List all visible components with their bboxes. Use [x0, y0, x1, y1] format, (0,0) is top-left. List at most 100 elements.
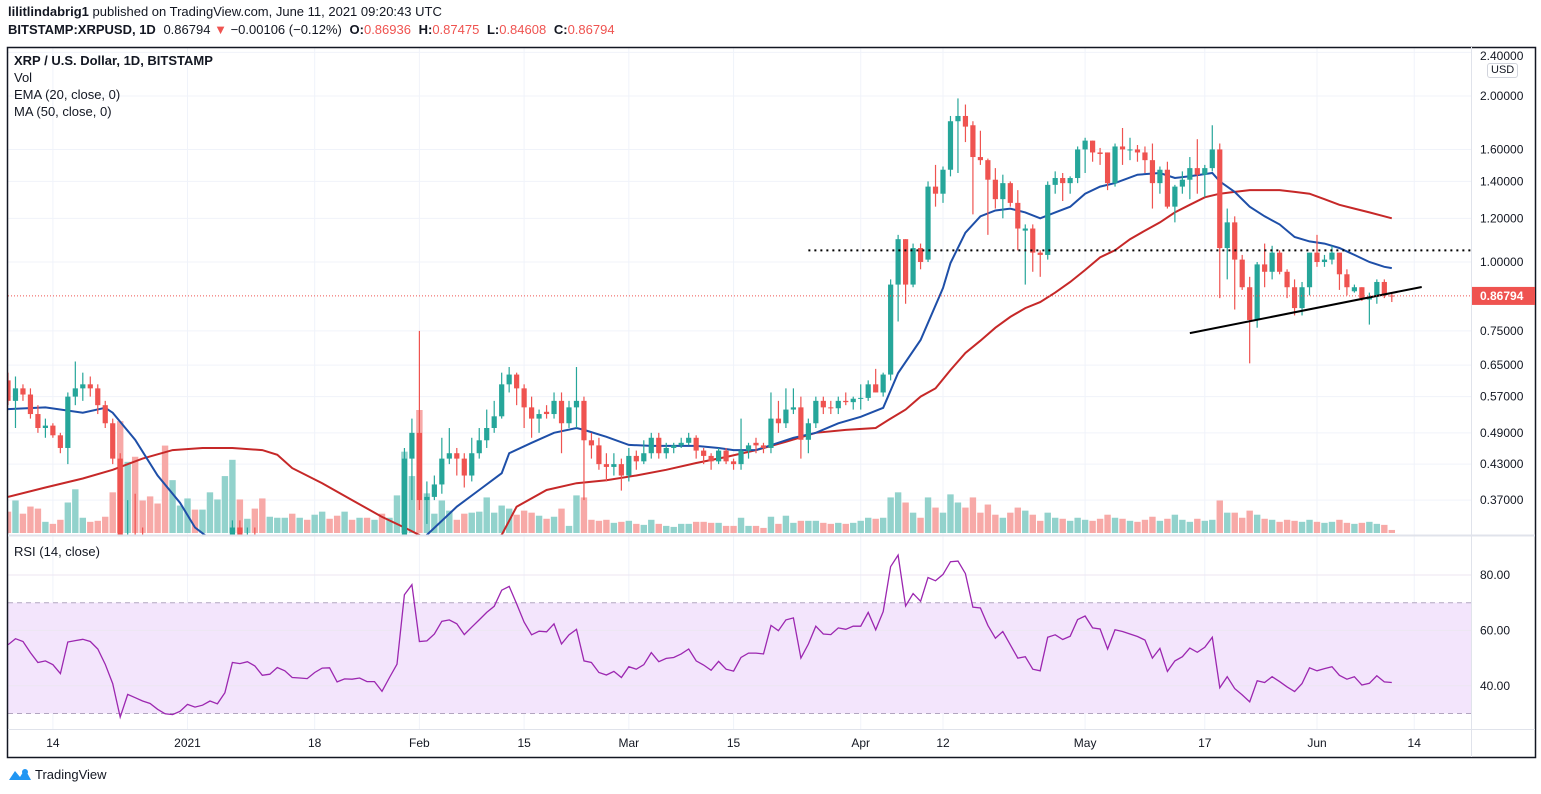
high-label: H: — [418, 22, 433, 37]
volume-bar — [124, 461, 131, 533]
candle — [1104, 152, 1111, 191]
candle-body — [1194, 168, 1200, 175]
candle-body — [529, 407, 535, 419]
volume-bar — [558, 508, 565, 533]
candle-body — [27, 394, 34, 415]
rsi-band-fill — [8, 602, 1471, 714]
candle — [663, 442, 669, 459]
volume-bar — [969, 497, 977, 533]
volume-bar — [565, 525, 573, 533]
candle — [416, 330, 422, 511]
volume-bar — [850, 522, 857, 533]
candle — [1306, 252, 1313, 296]
volume-bar — [1283, 519, 1291, 533]
legend-vol[interactable]: Vol — [14, 70, 33, 85]
candle-body — [1075, 149, 1081, 179]
volume-bar — [1351, 523, 1358, 533]
candle-body — [8, 380, 11, 401]
candle — [372, 567, 377, 585]
volume-bar — [685, 523, 692, 533]
currency-badge[interactable]: USD — [1487, 63, 1519, 78]
date-tick-label: 12 — [936, 736, 950, 750]
volume-bar — [461, 513, 468, 533]
candle — [738, 418, 744, 470]
drawings[interactable] — [8, 249, 1482, 335]
candle-body — [1217, 149, 1223, 249]
candle — [110, 418, 116, 465]
volume-bar — [820, 522, 827, 533]
candle — [454, 447, 460, 476]
volume-bar — [1126, 520, 1134, 533]
volume-bar — [977, 512, 984, 533]
candle-body — [1344, 274, 1350, 288]
price-tick-label: 1.00000 — [1480, 255, 1524, 269]
volume-bar — [1096, 518, 1104, 533]
candle — [1067, 176, 1073, 194]
candle — [753, 437, 759, 454]
volume-bar — [281, 517, 288, 533]
last-price: 0.86794 — [163, 22, 211, 37]
footer-brand[interactable]: TradingView — [8, 766, 107, 782]
volume-bar — [580, 497, 588, 533]
candle — [1119, 127, 1126, 165]
candle-body — [229, 527, 235, 535]
volume-bar — [1246, 510, 1253, 533]
legend-rsi[interactable]: RSI (14, close) — [14, 544, 100, 559]
volume-bar — [857, 520, 864, 533]
volume-bar — [393, 495, 401, 533]
candle — [1187, 157, 1193, 200]
volume-bar — [102, 516, 109, 533]
author-name[interactable]: lilitlindabrig1 — [8, 4, 89, 19]
chart-frame — [6, 46, 1537, 759]
legend-ma[interactable]: MA (50, close, 0) — [14, 104, 112, 119]
volume-bar — [767, 516, 775, 533]
legend-ema[interactable]: EMA (20, close, 0) — [14, 87, 121, 102]
volume-bar — [326, 518, 333, 533]
volume-bar — [715, 522, 722, 533]
candle-body — [1232, 222, 1238, 260]
volume-bar — [1074, 517, 1081, 533]
price-tick-label: 0.65000 — [1480, 358, 1524, 372]
volume-bar — [1201, 520, 1208, 533]
volume-bar — [924, 497, 932, 533]
volume-bar — [1216, 500, 1223, 533]
volume-bar — [311, 514, 318, 533]
candle-body — [1262, 264, 1268, 272]
volume-bar — [1111, 517, 1119, 533]
candle-body — [738, 450, 744, 465]
volume-bar — [1276, 521, 1283, 533]
candle-body — [536, 414, 542, 419]
candle — [723, 447, 729, 465]
candle-body — [603, 464, 609, 467]
candle — [394, 550, 399, 594]
candle — [618, 458, 624, 491]
candle-body — [835, 400, 841, 409]
candle-body — [12, 388, 19, 401]
candle-body — [1284, 271, 1290, 288]
volume-bar — [8, 511, 12, 533]
volume-bar — [453, 519, 460, 533]
tradingview-logo-icon — [9, 769, 31, 780]
volume-bar — [909, 512, 917, 533]
candle — [985, 158, 991, 235]
candle-body — [148, 567, 153, 585]
volume-bar — [1306, 519, 1313, 533]
candle — [678, 437, 684, 448]
volume-bar — [1044, 512, 1051, 533]
candle — [843, 392, 849, 406]
candle-body — [275, 550, 280, 558]
candle — [536, 409, 542, 433]
candle-body — [252, 534, 258, 535]
volume-bar — [251, 508, 259, 533]
candle-body — [1381, 281, 1387, 296]
candle — [290, 542, 295, 575]
volume-bar — [199, 509, 206, 533]
candle — [1142, 146, 1148, 174]
candle — [20, 384, 26, 401]
candle — [237, 520, 243, 535]
candle — [27, 388, 34, 419]
candle-body — [1374, 281, 1380, 297]
candle-body — [730, 461, 737, 465]
candle-body — [1277, 252, 1283, 272]
